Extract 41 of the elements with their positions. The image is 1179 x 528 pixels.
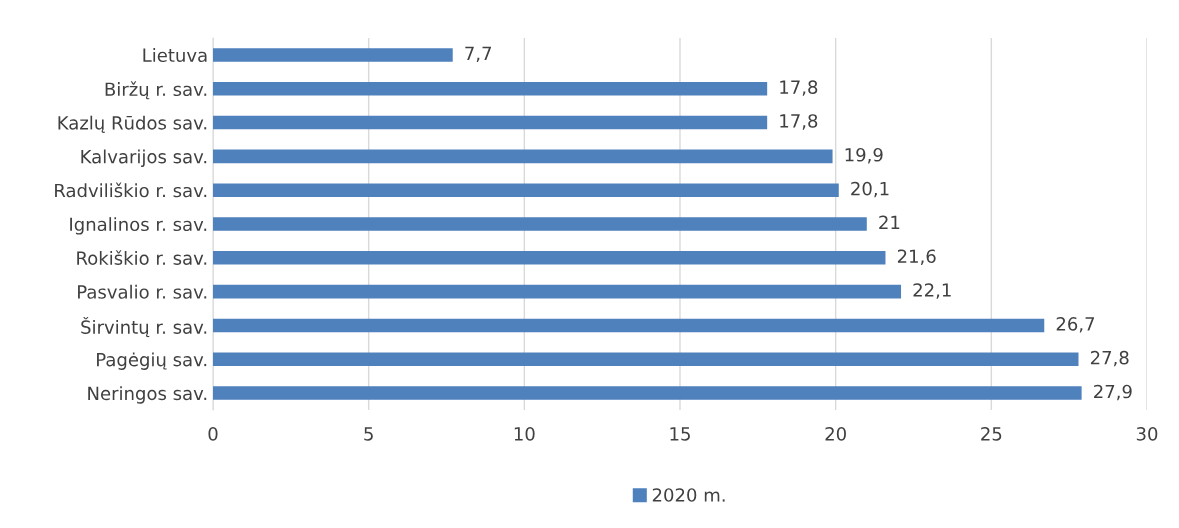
- x-tick-label: 20: [825, 426, 846, 441]
- y-tick-label: Ignalinos r. sav.: [70, 217, 207, 235]
- y-tick-label: Pasvalio r. sav.: [78, 284, 207, 299]
- bar: [213, 48, 453, 62]
- bar: [213, 81, 768, 96]
- legend-label: 2020 m.: [652, 488, 725, 502]
- bar: [213, 115, 768, 130]
- bar: [213, 352, 1079, 367]
- bar: [213, 284, 902, 299]
- bar: [213, 386, 1082, 400]
- y-tick-label: Širvintų r. sav.: [81, 316, 207, 338]
- data-label: 21,6: [897, 249, 936, 265]
- bar: [213, 217, 867, 231]
- x-tick-label: 15: [670, 427, 690, 441]
- y-tick-label: Lietuva: [143, 48, 207, 63]
- x-tick-label: 0: [208, 426, 218, 441]
- data-label: 27,8: [1090, 350, 1129, 367]
- data-label: 17,8: [780, 80, 818, 96]
- data-label: 21: [879, 215, 900, 229]
- x-tick-label: 10: [514, 426, 535, 441]
- bar: [213, 149, 833, 164]
- y-tick-label: Kalvarijos sav.: [81, 149, 207, 167]
- data-label: 27,9: [1094, 384, 1132, 401]
- data-label: 17,8: [780, 114, 818, 130]
- data-label: 22,1: [913, 283, 951, 299]
- y-tick-label: Kazlų Rūdos sav.: [58, 115, 207, 133]
- y-tick-label: Neringos sav.: [88, 386, 207, 404]
- bar: [213, 251, 886, 265]
- data-label: 19,9: [845, 147, 883, 164]
- y-tick-label: Pagėgių sav.: [97, 352, 207, 370]
- data-label: 7,7: [465, 46, 492, 62]
- x-tick-label: 5: [364, 427, 373, 441]
- y-tick-label: Rokiškio r. sav.: [77, 250, 207, 265]
- bar: [213, 183, 839, 197]
- y-tick-label: Biržų r. sav.: [105, 81, 207, 100]
- x-tick-label: 25: [981, 426, 1002, 441]
- x-tick-label: 30: [1136, 426, 1158, 441]
- data-label: 26,7: [1056, 317, 1095, 333]
- bar: [213, 318, 1045, 333]
- y-tick-label: Radviliškio r. sav.: [55, 182, 207, 198]
- data-label: 20,1: [851, 181, 889, 198]
